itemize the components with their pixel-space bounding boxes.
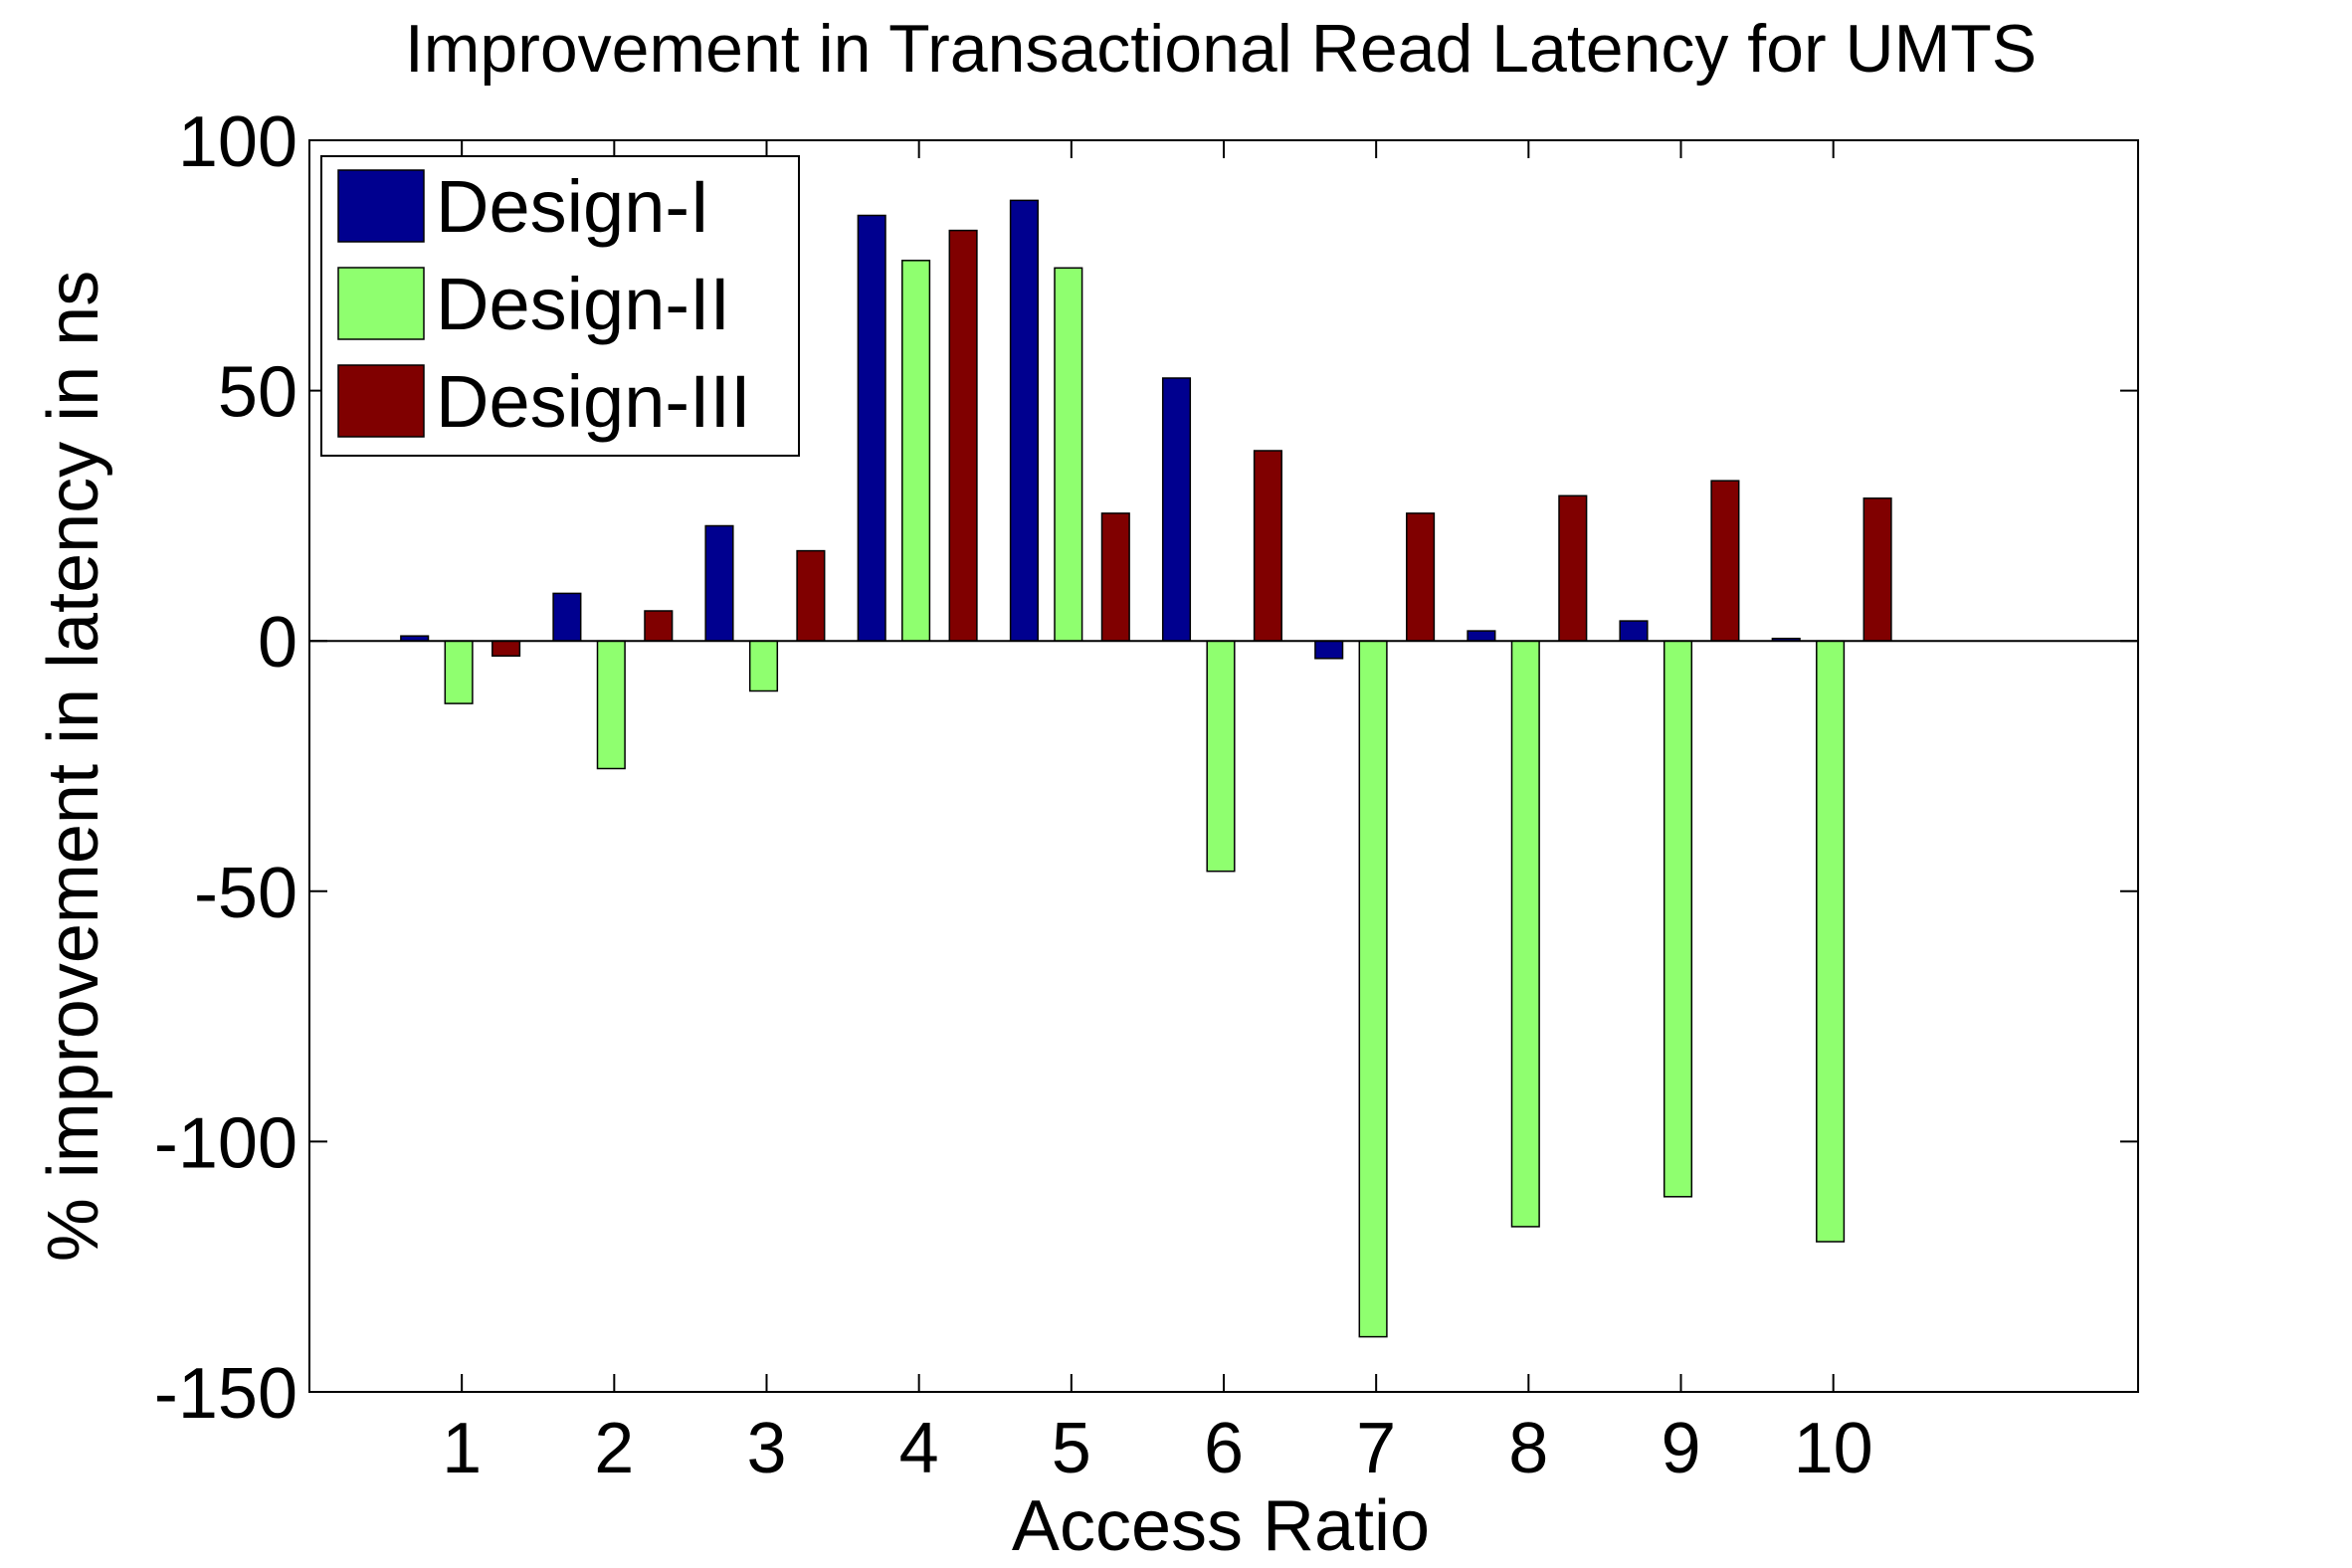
legend-label-design-i: Design-I [436,165,710,248]
x-axis-label: Access Ratio [1012,1486,1430,1566]
x-tick-label: 8 [1508,1409,1548,1488]
bar-design-i-2 [552,592,582,642]
y-tick-label: 50 [218,353,297,433]
x-tick-label: 7 [1356,1409,1396,1488]
bar-design-iii-3 [796,549,826,642]
x-tick-label: 1 [442,1409,482,1488]
bar-design-iii-8 [1558,494,1588,642]
legend-swatch-design-i [337,169,425,243]
bars-layer [400,199,1892,1338]
legend-label-design-ii: Design-II [436,263,730,345]
x-tick-label: 6 [1204,1409,1244,1488]
x-tick-label: 10 [1794,1409,1873,1488]
bar-design-ii-4 [901,260,931,642]
bar-design-ii-10 [1816,640,1846,1243]
x-tick-label: 4 [899,1409,939,1488]
bar-design-ii-7 [1358,640,1388,1338]
bar-design-ii-3 [748,640,779,692]
legend-label-design-iii: Design-III [436,360,751,443]
bar-design-ii-1 [444,640,474,704]
bar-design-iii-6 [1253,450,1282,642]
x-axis-ticks: 1 2 3 4 5 6 7 8 9 10 [442,140,1873,1488]
bar-design-i-4 [857,214,886,642]
y-tick-label: 0 [258,603,297,683]
bar-design-i-9 [1619,620,1649,642]
bar-design-ii-6 [1206,640,1236,873]
x-tick-label: 9 [1661,1409,1700,1488]
bar-design-i-8 [1467,630,1496,642]
bar-design-ii-2 [596,640,626,770]
legend-swatch-design-iii [337,364,425,438]
y-tick-label: -50 [194,854,297,933]
bar-design-i-7 [1314,640,1344,660]
bar-design-ii-8 [1510,640,1540,1228]
bar-design-iii-5 [1100,512,1130,642]
x-tick-label: 2 [594,1409,634,1488]
legend: Design-I Design-II Design-III [320,155,800,457]
bar-design-iii-2 [644,610,674,642]
bar-design-ii-9 [1663,640,1693,1198]
bar-design-i-3 [704,524,734,642]
y-tick-label: -150 [154,1354,297,1434]
bar-design-iii-9 [1710,480,1740,642]
bar-design-iii-7 [1406,512,1436,642]
bar-design-iii-1 [491,640,521,658]
bar-design-i-5 [1009,199,1039,642]
y-axis-ticks: -150 -100 -50 0 50 100 [154,102,2138,1434]
bar-design-i-6 [1161,377,1192,642]
y-axis-label: % improvement in latency in ns [34,271,113,1262]
bar-design-iii-4 [948,229,978,642]
x-tick-label: 5 [1052,1409,1091,1488]
chart-title: Improvement in Transactional Read Latenc… [405,11,2037,87]
bar-design-iii-10 [1862,497,1892,642]
y-tick-label: -100 [154,1103,297,1183]
legend-swatch-design-ii [337,267,425,340]
bar-design-ii-5 [1054,267,1083,642]
x-tick-label: 3 [746,1409,786,1488]
y-tick-label: 100 [178,102,297,182]
